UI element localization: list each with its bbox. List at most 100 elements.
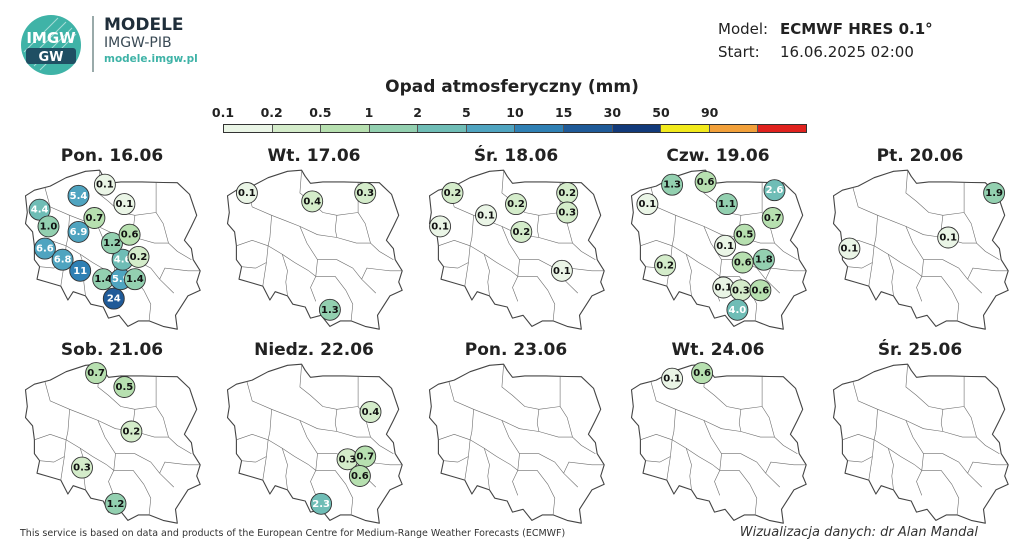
- voivodeship-border: [517, 470, 556, 515]
- voivodeship-border: [847, 262, 873, 269]
- precip-marker: 0.1: [838, 237, 861, 260]
- voivodeship-border: [847, 456, 873, 463]
- voivodeship-border: [299, 420, 318, 496]
- voivodeship-border: [501, 226, 520, 302]
- legend-tick-label: 90: [700, 105, 719, 120]
- precip-marker: 0.1: [475, 204, 497, 227]
- precip-marker-circle: [301, 190, 324, 213]
- precip-marker: 2.3: [310, 492, 333, 515]
- legend-tick-label: 15: [554, 105, 573, 120]
- voivodeship-border: [765, 461, 807, 474]
- legend-tick-label: 5: [461, 105, 471, 120]
- precip-value: 6.6: [36, 244, 54, 255]
- precip-value: 0.1: [716, 241, 734, 252]
- precip-marker: 1.3: [318, 298, 341, 321]
- voivodeship-border: [241, 262, 267, 269]
- precip-value: 0.6: [697, 177, 715, 188]
- voivodeship-border: [501, 364, 561, 410]
- visualization-credit: Wizualizacja danych: dr Alan Mandal: [739, 525, 978, 540]
- precip-marker-circle: [113, 193, 136, 216]
- legend-swatch: [369, 125, 419, 132]
- voivodeship-border: [464, 215, 474, 287]
- poland-map: 0.2 0.2 0.2 0.3 0.1 0.1 0.2 0.1: [428, 169, 605, 330]
- precip-marker: 0.2: [120, 420, 143, 443]
- precip-marker-circle: [761, 207, 784, 229]
- precip-marker: 0.1: [429, 215, 452, 238]
- voivodeship-border: [236, 239, 309, 272]
- precip-marker-circle: [123, 268, 146, 291]
- precip-value: 0.7: [87, 368, 105, 379]
- poland-map: 0.4 0.3 0.7 0.6 2.3: [226, 363, 403, 524]
- voivodeship-border: [517, 276, 556, 321]
- day-label: Śr. 25.06: [877, 340, 963, 360]
- precip-value: 0.3: [73, 463, 91, 474]
- voivodeship-border: [852, 381, 924, 429]
- voivodeship-border: [645, 456, 671, 463]
- precip-marker: 0.6: [691, 362, 714, 385]
- poland-map: 5.44.41.0 6.96.66.8111.4245.91.44.60.21.2…: [24, 169, 201, 330]
- precip-marker: 0.7: [354, 445, 377, 468]
- legend-swatch: [612, 125, 662, 132]
- voivodeship-border: [236, 433, 309, 466]
- voivodeship-border: [361, 267, 403, 280]
- voivodeship-border: [155, 182, 192, 260]
- legend-ticks: 0.1 0.2 0.5 1 2 5 10 15 30 50 90: [212, 105, 812, 123]
- precip-marker: 0.3: [556, 201, 579, 224]
- legend-swatch: [418, 125, 467, 132]
- brand-url-link[interactable]: modele.imgw.pl: [104, 53, 198, 65]
- voivodeship-border: [914, 464, 922, 471]
- legend-tick-label: 0.2: [260, 105, 283, 120]
- precip-marker-circle: [763, 179, 786, 202]
- precip-marker-circle: [127, 245, 150, 268]
- precip-value: 0.2: [444, 188, 462, 199]
- precip-marker: 6.8: [51, 248, 74, 271]
- precip-marker-circle: [714, 234, 737, 257]
- precip-marker: 0.1: [113, 193, 136, 216]
- precip-marker-circle: [661, 367, 684, 390]
- voivodeship-border: [967, 267, 1009, 280]
- legend-tick-label: 1: [364, 105, 374, 120]
- poland-map: 0.1 0.4 0.3 1.3: [226, 169, 403, 330]
- precip-marker: 0.5: [113, 376, 136, 398]
- voivodeship-border: [685, 254, 692, 296]
- voivodeship-border: [719, 470, 758, 515]
- precip-value: 0.6: [121, 230, 139, 241]
- precip-value: 0.5: [736, 230, 754, 241]
- voivodeship-border: [536, 409, 540, 432]
- precip-marker: 2.6: [763, 179, 786, 202]
- precip-value: 0.7: [86, 213, 104, 224]
- precip-marker-circle: [67, 220, 90, 243]
- legend-tick-label: 2: [413, 105, 423, 120]
- voivodeship-border: [317, 428, 371, 438]
- day-label: Pon. 23.06: [464, 340, 568, 360]
- precip-marker-circle: [69, 259, 92, 282]
- precip-value: 4.4: [31, 205, 49, 216]
- precip-marker-circle: [838, 237, 861, 260]
- precip-value: 0.1: [714, 283, 732, 294]
- precip-value: 1.9: [985, 188, 1003, 199]
- voivodeship-border: [438, 239, 511, 272]
- start-value: 16.06.2025 02:00: [780, 43, 914, 61]
- day-label: Sob. 21.06: [60, 340, 164, 360]
- precip-value: 0.2: [507, 199, 525, 210]
- precip-marker: 0.1: [93, 173, 116, 196]
- model-value: ECMWF HRES 0.1°: [780, 20, 933, 38]
- precip-marker-circle: [636, 193, 659, 216]
- precip-marker: 0.1: [550, 259, 573, 282]
- precip-value: 0.2: [558, 188, 576, 199]
- brand-title: MODELE: [104, 15, 184, 35]
- voivodeship-border: [559, 376, 596, 454]
- precip-value: 1.4: [94, 274, 112, 285]
- voivodeship-border: [519, 428, 573, 438]
- precip-marker: 24: [102, 287, 125, 310]
- precip-marker: 0.2: [654, 254, 677, 277]
- precip-value: 5.4: [70, 191, 88, 202]
- voivodeship-border: [443, 262, 469, 269]
- precip-value: 2.3: [312, 499, 330, 510]
- precip-marker: 11: [69, 259, 92, 282]
- precip-value: 0.2: [123, 427, 141, 438]
- voivodeship-border: [921, 276, 960, 321]
- day-panel: Czw. 19.06 1.3 0.6 2.6 0.1 1.1 0.7 0.5 0.1 0.2 0.6…: [628, 146, 808, 332]
- voivodeship-border: [106, 464, 114, 471]
- logo-text: IMGW: [26, 29, 76, 47]
